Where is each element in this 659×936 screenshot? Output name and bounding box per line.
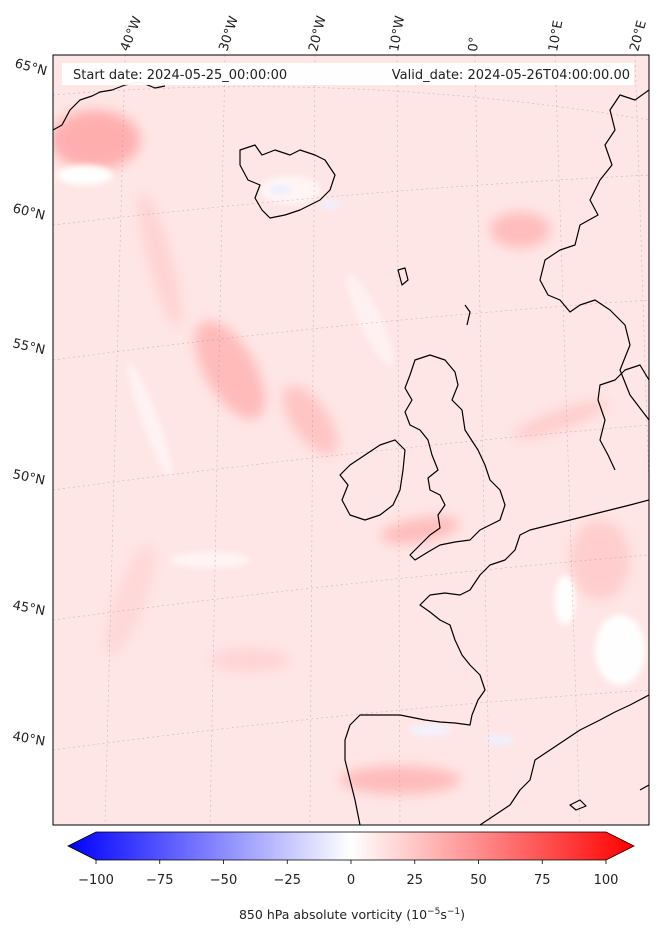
lon-label-10e: 10°E	[546, 19, 566, 52]
colorbar-label: 850 hPa absolute vorticity (10−5s−1)	[239, 907, 465, 922]
lat-label-45n: 45°N	[11, 598, 46, 619]
lon-label-20e: 20°E	[627, 19, 650, 53]
colorbar-label-exp2: −1	[447, 907, 460, 917]
colorbar-tick-label: 75	[534, 873, 551, 888]
lon-label-0: 0°	[466, 36, 482, 52]
colorbar-label-exp1: −5	[427, 907, 440, 917]
lat-label-55n: 55°N	[11, 336, 46, 358]
longitude-labels: 40°W 30°W 20°W 10°W 0° 10°E 20°E	[118, 14, 650, 53]
colorbar-tick-label: 25	[406, 873, 423, 888]
colorbar: −100 −75 −50 −25 0 25 50 75 100 850 hPa absolute…	[68, 832, 634, 922]
colorbar-tick-label: 100	[594, 873, 619, 888]
lon-label-10w: 10°W	[387, 15, 408, 53]
lon-label-40w: 40°W	[118, 14, 145, 53]
colorbar-bar	[68, 832, 634, 860]
colorbar-label-end: )	[460, 907, 465, 922]
colorbar-ticks: −100 −75 −50 −25 0 25 50 75 100	[78, 860, 618, 888]
colorbar-tick-label: 0	[347, 873, 355, 888]
lat-label-40n: 40°N	[11, 729, 46, 749]
lon-label-30w: 30°W	[217, 14, 242, 53]
start-date-label: Start date: 2024-05-25_00:00:00	[73, 68, 287, 83]
lat-label-65n: 65°N	[13, 56, 49, 79]
lat-label-60n: 60°N	[11, 201, 46, 223]
colorbar-label-text: 850 hPa absolute vorticity (10	[239, 907, 427, 922]
latitude-labels: 65°N 60°N 55°N 50°N 45°N 40°N	[11, 56, 48, 749]
colorbar-tick-label: −75	[146, 873, 173, 888]
lat-label-50n: 50°N	[11, 467, 46, 488]
lon-label-20w: 20°W	[306, 14, 329, 53]
colorbar-tick-label: −25	[274, 873, 301, 888]
colorbar-tick-label: −50	[210, 873, 237, 888]
valid-date-label: Valid_date: 2024-05-26T04:00:00.00	[392, 68, 630, 83]
colorbar-tick-label: −100	[78, 873, 114, 888]
colorbar-tick-label: 50	[470, 873, 487, 888]
vorticity-field	[50, 55, 659, 825]
